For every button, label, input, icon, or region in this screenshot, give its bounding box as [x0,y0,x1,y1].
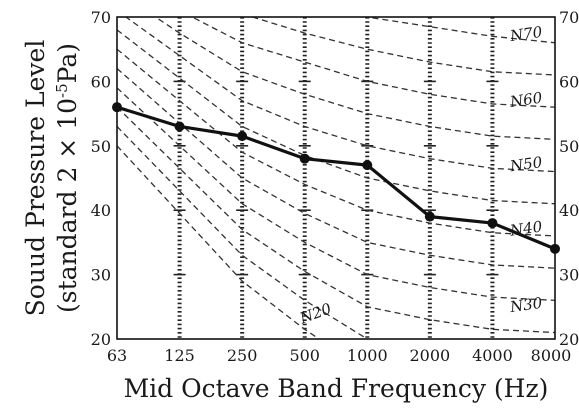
y-unit-prefix: (standard 2 × 10 [53,98,82,313]
nc-curve-n60 [190,17,555,108]
nc-curve-intermediate [117,29,555,205]
nc-curve-n70 [364,17,555,44]
y-tick-right-70: 70 [559,8,579,27]
nc-label-n20: N20 [296,299,334,327]
nc-curve-labels: N70 N60 N50 N40 N30 N20 [296,23,543,328]
y-tick-right-30: 30 [559,266,579,285]
y-tick-left-60: 60 [91,72,111,91]
nc-label-n50: N50 [508,153,544,176]
nc-label-n40: N40 [508,217,544,240]
nc-label-n60: N60 [508,89,544,112]
y-tick-left-30: 30 [91,266,111,285]
y-axis-unit-label: (standard 2 × 10-5Pa) [53,43,82,313]
x-tick-250: 250 [227,346,258,365]
nc-curve-intermediate [154,17,555,141]
y-tick-right-20: 20 [559,330,579,349]
y-tick-right-50: 50 [559,137,579,156]
x-tick-8000: 8000 [531,346,572,365]
nc-curves [117,17,555,339]
data-point-1000 [362,160,373,171]
y-tick-labels-right: 20 30 40 50 60 70 [559,8,579,349]
data-point-4000 [487,218,498,229]
y-axis-label: Souud Pressure Level [21,40,50,317]
nc-curve-intermediate [250,17,555,76]
y-tick-labels-left: 20 30 40 50 60 70 [91,8,111,349]
nc-curve-n30 [117,87,555,302]
x-tick-125: 125 [164,346,195,365]
data-point-125 [174,121,185,132]
nc-curve-n50 [124,17,555,173]
plot-frame [116,16,556,340]
nc-label-n30: N30 [508,294,544,317]
y-tick-right-40: 40 [559,201,579,220]
series-line [116,105,556,251]
nc-curve-n20 [117,126,371,339]
x-tick-63: 63 [107,346,127,365]
x-axis-label: Mid Octave Band Frequency (Hz) [124,374,549,403]
x-tick-1000: 1000 [347,346,388,365]
x-tick-4000: 4000 [472,346,513,365]
x-tick-2000: 2000 [409,346,450,365]
y-axis-label-line1: Souud Pressure Level [21,40,50,317]
nc-curve-intermediate [117,68,555,269]
data-point-500 [299,153,310,164]
data-point-2000 [424,211,435,222]
nc-label-n70: N70 [508,23,544,46]
y-tick-left-70: 70 [91,8,111,27]
y-tick-left-50: 50 [91,137,111,156]
x-tick-500: 500 [289,346,320,365]
y-unit-sup: -5 [53,83,71,98]
y-tick-left-20: 20 [91,330,111,349]
y-axis-label-line2: (standard 2 × 10-5Pa) [53,43,82,313]
y-tick-right-60: 60 [559,72,579,91]
y-unit-suffix: Pa) [53,43,82,83]
data-point-250 [237,131,248,142]
nc-curve-intermediate [117,106,555,334]
x-tick-labels: 63 125 250 500 1000 2000 4000 8000 [107,346,572,365]
y-tick-left-40: 40 [91,201,111,220]
nc-curve-n40 [117,48,555,237]
